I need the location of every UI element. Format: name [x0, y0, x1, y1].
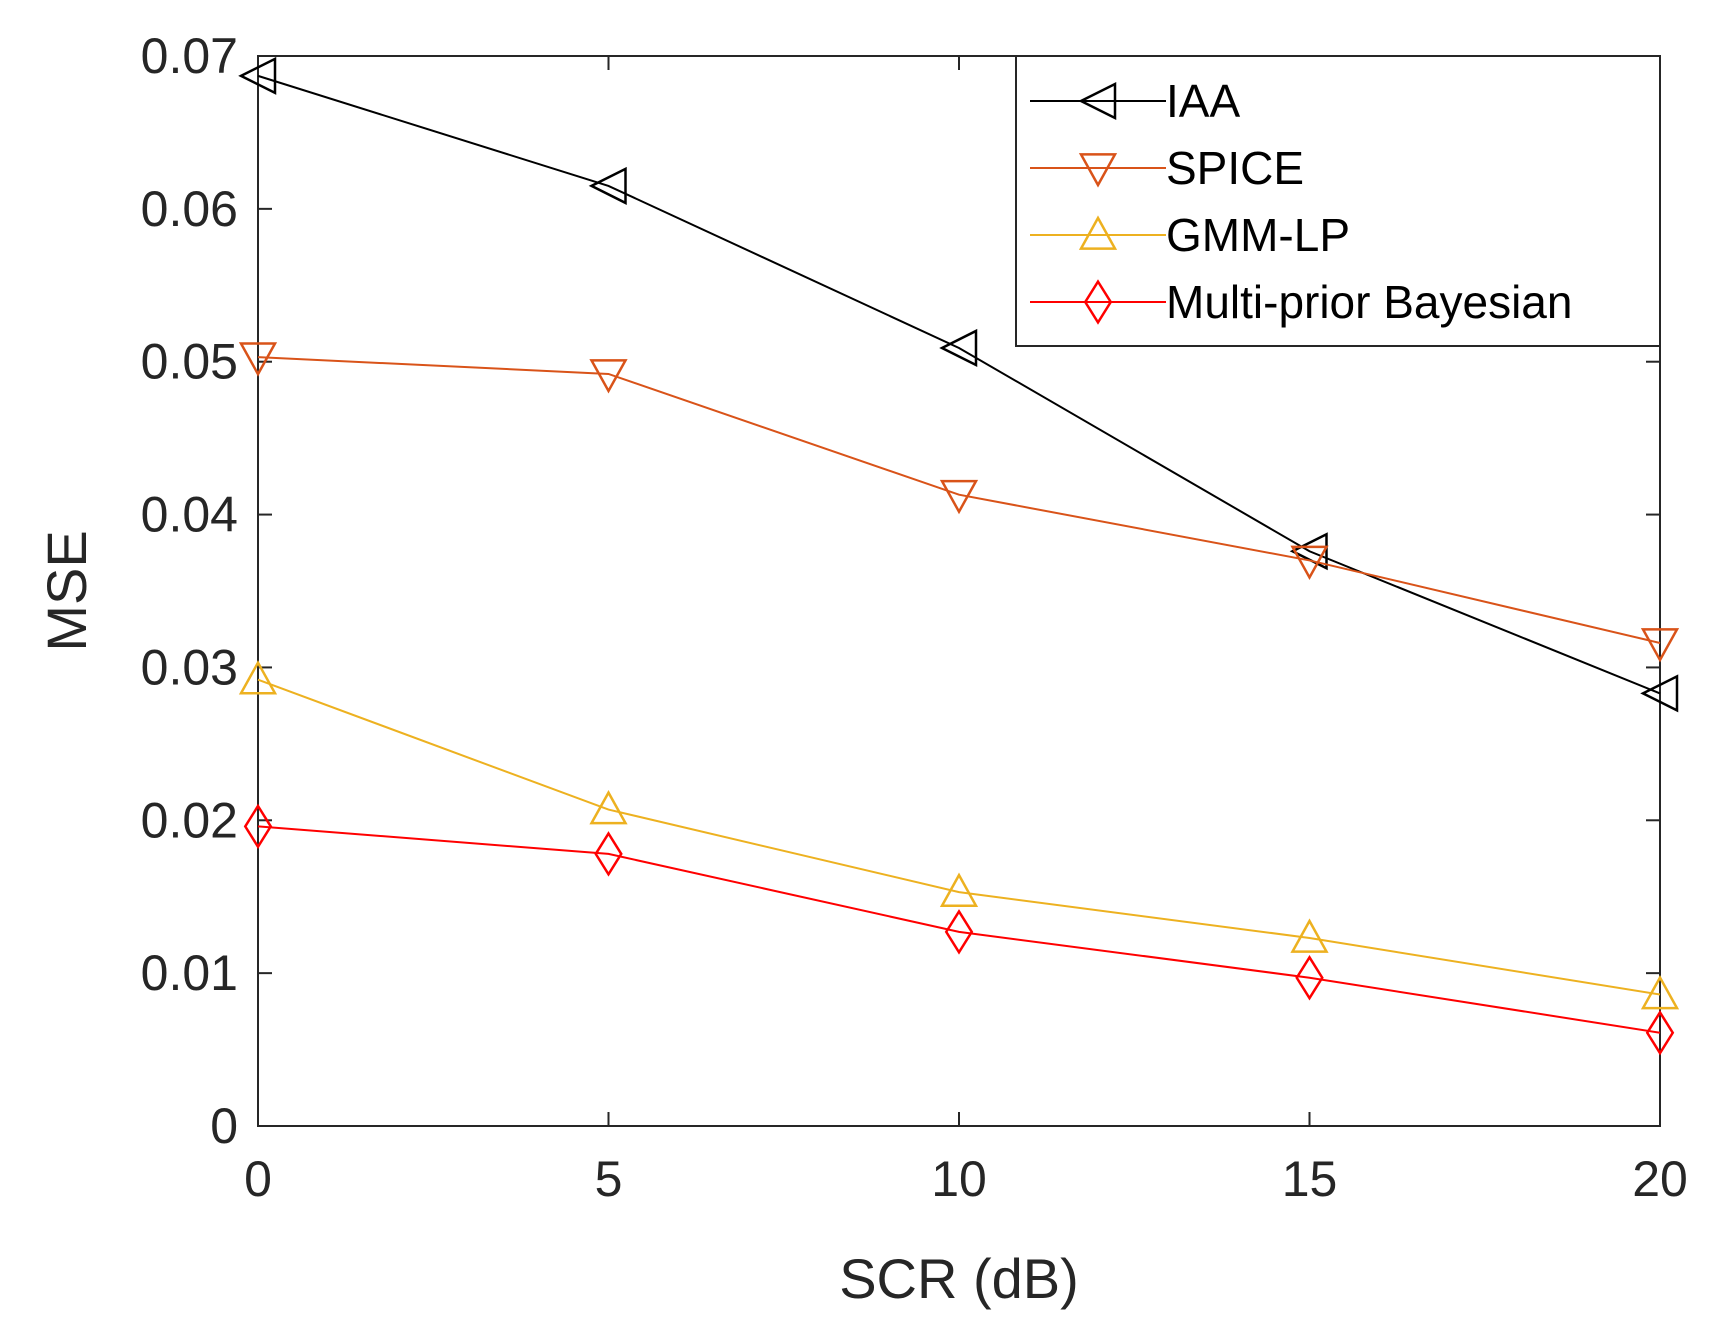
y-tick-label: 0.06	[141, 181, 238, 237]
x-axis-label: SCR (dB)	[839, 1247, 1079, 1310]
legend-label: SPICE	[1166, 142, 1304, 194]
legend: IAA SPICE GMM-LP Multi-prior Bayesian	[1015, 55, 1661, 347]
legend-item: SPICE	[1030, 142, 1304, 194]
x-tick-label: 15	[1282, 1151, 1338, 1207]
x-tick-label: 5	[595, 1151, 623, 1207]
legend-item: GMM-LP	[1030, 209, 1350, 261]
data-point	[939, 328, 978, 367]
series-line	[257, 74, 1661, 695]
legend-swatch-marker	[1078, 215, 1118, 250]
data-point	[1640, 628, 1680, 663]
data-point	[1295, 954, 1324, 1001]
series-multi-prior-bayesian	[243, 803, 1675, 1056]
data-point	[1290, 918, 1329, 953]
series-line	[257, 825, 1661, 1034]
legend-swatch-marker	[1078, 81, 1117, 121]
y-tick-label: 0.03	[141, 639, 238, 695]
data-point	[594, 831, 623, 877]
data-point	[589, 790, 628, 825]
data-point	[1640, 974, 1680, 1010]
x-tick-label: 0	[244, 1151, 272, 1207]
y-axis-label: MSE	[35, 530, 98, 651]
data-point	[589, 359, 628, 394]
data-point	[243, 803, 273, 850]
x-tick-label: 20	[1632, 1151, 1688, 1207]
y-tick-label: 0	[210, 1098, 238, 1154]
data-point	[1290, 545, 1329, 581]
data-point	[1645, 1009, 1675, 1056]
x-tick-label: 10	[931, 1151, 987, 1207]
legend-swatch-marker	[1083, 279, 1113, 325]
legend-box	[1015, 55, 1661, 347]
y-tick-label: 0.02	[141, 792, 238, 848]
legend-item: IAA	[1030, 75, 1240, 127]
data-point	[944, 909, 974, 955]
data-point	[238, 342, 278, 377]
y-tick-label: 0.05	[141, 334, 238, 390]
series-spice	[238, 342, 1680, 663]
series-layer	[238, 56, 1680, 1056]
series-line	[257, 356, 1661, 644]
y-tick-label: 0.04	[141, 487, 238, 543]
legend-label: GMM-LP	[1166, 209, 1350, 261]
data-point	[1640, 674, 1679, 713]
data-point	[939, 872, 979, 907]
data-point	[238, 56, 277, 95]
y-tick-label: 0.01	[141, 945, 238, 1001]
legend-item: Multi-prior Bayesian	[1030, 276, 1572, 328]
legend-label: Multi-prior Bayesian	[1166, 276, 1572, 328]
series-line	[257, 678, 1661, 996]
y-tick-label: 0.07	[141, 28, 238, 84]
data-point	[588, 166, 627, 205]
data-point	[939, 479, 979, 515]
series-gmm-lp	[238, 660, 1680, 1010]
legend-swatch-marker	[1078, 153, 1118, 188]
data-point	[238, 660, 278, 695]
legend-label: IAA	[1166, 75, 1240, 127]
tick-labels: 0 5 10 15 20 0 0.01 0.02 0.03 0.04 0.05 0.06 0.07	[141, 28, 1688, 1207]
